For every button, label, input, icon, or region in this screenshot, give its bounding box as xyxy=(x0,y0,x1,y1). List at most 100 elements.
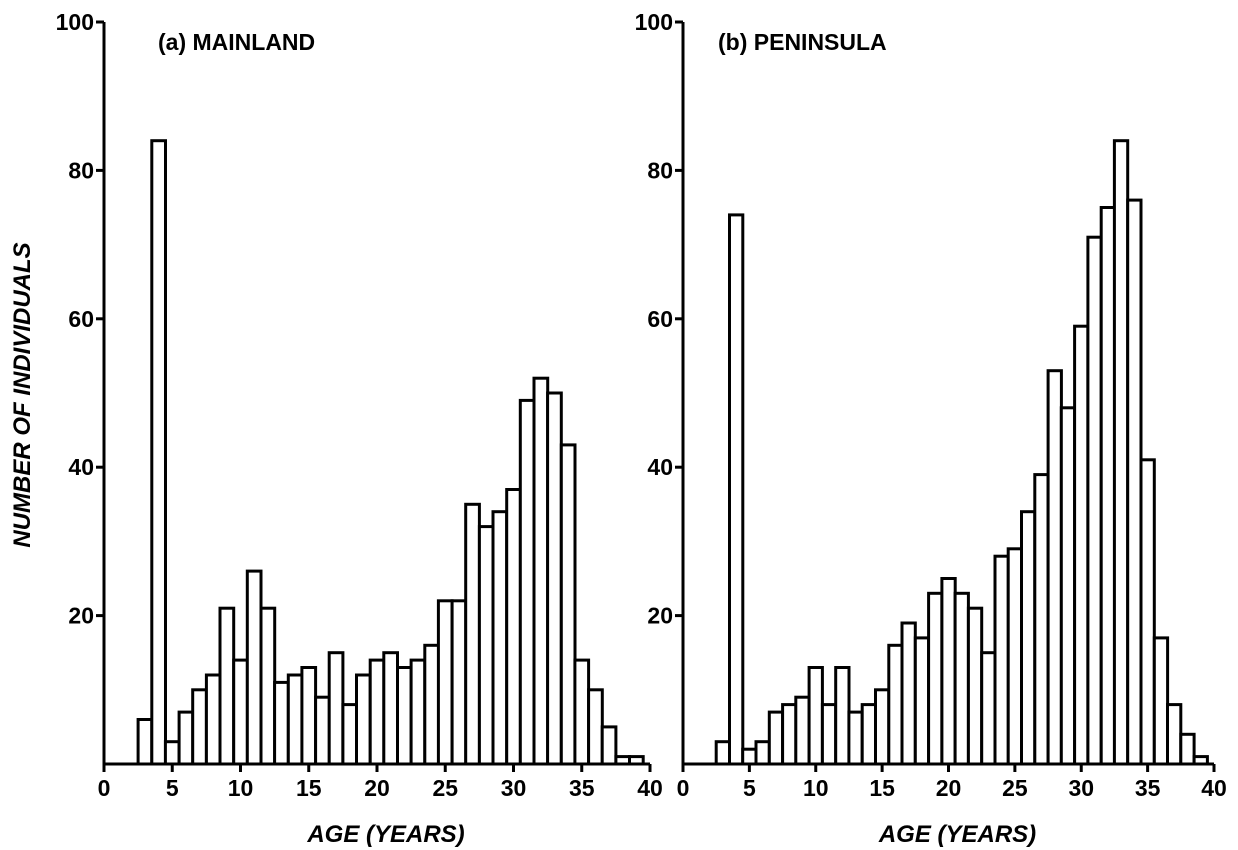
bar-age-25 xyxy=(1006,547,1024,766)
x-tick-label-35: 35 xyxy=(1135,775,1161,801)
bar-age-28 xyxy=(1046,369,1063,766)
bar-age-15 xyxy=(300,666,318,766)
bar-age-34 xyxy=(559,443,577,766)
x-tick-label-35: 35 xyxy=(569,775,595,801)
x-tick-label-5: 5 xyxy=(743,775,756,801)
bar-age-37 xyxy=(600,725,618,766)
bar-age-31 xyxy=(1086,235,1103,766)
bar-age-13 xyxy=(847,710,864,766)
y-tick-label-100: 100 xyxy=(635,9,673,35)
x-tick-label-25: 25 xyxy=(432,775,458,801)
x-tick-label-10: 10 xyxy=(803,775,829,801)
bar-age-27 xyxy=(1033,473,1050,766)
y-tick-label-60: 60 xyxy=(647,306,673,332)
bar-age-23 xyxy=(980,651,997,766)
bar-age-23 xyxy=(409,658,427,766)
y-tick-label-20: 20 xyxy=(68,603,94,629)
y-tick-label-80: 80 xyxy=(68,157,94,183)
bar-age-11 xyxy=(245,569,263,766)
bar-age-29 xyxy=(491,510,509,766)
bar-age-33 xyxy=(546,391,563,766)
panel-peninsula: 0 5 10 15 20 25 30 35 40 20 40 60 80 100 (b) PENINSULA… xyxy=(635,9,1227,848)
bar-age-13 xyxy=(273,680,290,766)
bar-age-26 xyxy=(450,599,468,766)
bar-age-11 xyxy=(820,703,838,766)
shared-y-axis-title: NUMBER OF INDIVIDUALS xyxy=(9,242,36,547)
bar-age-32 xyxy=(532,376,550,766)
x-tick-label-0: 0 xyxy=(98,775,111,801)
bar-age-25 xyxy=(436,599,454,766)
bar-age-35 xyxy=(1139,458,1156,766)
bar-age-34 xyxy=(1126,198,1143,766)
bar-age-12 xyxy=(259,606,277,766)
x-tick-label-30: 30 xyxy=(1068,775,1094,801)
bar-age-5 xyxy=(163,740,181,766)
x-tick-label-20: 20 xyxy=(936,775,962,801)
x-tick-label-40: 40 xyxy=(1201,775,1227,801)
bar-age-28 xyxy=(477,525,495,766)
bar-age-24 xyxy=(993,554,1010,766)
x-tick-label-15: 15 xyxy=(296,775,322,801)
bar-age-15 xyxy=(874,688,891,766)
bar-age-22 xyxy=(966,606,984,766)
y-tick-label-60: 60 xyxy=(68,306,94,332)
y-tick-label-80: 80 xyxy=(647,157,673,183)
bar-age-37 xyxy=(1166,703,1183,766)
bar-age-8 xyxy=(204,673,222,766)
bar-age-27 xyxy=(464,502,481,766)
bar-age-24 xyxy=(423,643,440,766)
bar-age-16 xyxy=(314,695,331,766)
bar-age-29 xyxy=(1059,406,1077,766)
bar-age-18 xyxy=(341,703,359,766)
x-tick-label-40: 40 xyxy=(637,775,663,801)
bar-age-14 xyxy=(860,703,878,766)
bar-age-21 xyxy=(953,591,970,766)
bar-age-4 xyxy=(150,139,168,766)
bar-age-38 xyxy=(1179,732,1196,766)
y-tick-label-40: 40 xyxy=(68,454,94,480)
bar-age-19 xyxy=(927,591,944,766)
bar-age-4 xyxy=(728,213,745,766)
bar-age-6 xyxy=(754,740,771,766)
bar-age-21 xyxy=(382,651,399,766)
bar-age-8 xyxy=(781,703,798,766)
bar-age-22 xyxy=(396,666,413,766)
x-axis-title: AGE (YEARS) xyxy=(878,821,1036,848)
y-tick-label-20: 20 xyxy=(647,603,673,629)
bar-age-35 xyxy=(573,658,591,766)
bar-age-20 xyxy=(368,658,386,766)
bar-age-16 xyxy=(887,643,904,766)
bar-age-36 xyxy=(1152,636,1170,766)
bar-age-18 xyxy=(913,636,931,766)
bar-age-33 xyxy=(1112,139,1130,766)
bar-age-9 xyxy=(218,606,236,766)
panel-mainland: 0 5 10 15 20 25 30 35 40 20 40 60 80 100 (a) MAINLAND A… xyxy=(56,9,663,848)
y-tick-label-40: 40 xyxy=(647,454,673,480)
bar-age-9 xyxy=(794,695,811,766)
panel-title: (b) PENINSULA xyxy=(718,29,887,55)
bar-age-14 xyxy=(286,673,304,766)
bar-age-10 xyxy=(807,666,824,766)
bar-age-12 xyxy=(834,666,851,766)
x-tick-label-30: 30 xyxy=(501,775,527,801)
bar-age-26 xyxy=(1020,510,1037,766)
bar-age-36 xyxy=(587,688,604,766)
x-axis-title: AGE (YEARS) xyxy=(306,821,464,848)
bar-age-5 xyxy=(741,747,758,766)
x-tick-label-20: 20 xyxy=(364,775,390,801)
bar-age-6 xyxy=(177,710,195,766)
y-tick-label-100: 100 xyxy=(56,9,94,35)
x-tick-label-15: 15 xyxy=(869,775,895,801)
panel-title: (a) MAINLAND xyxy=(158,29,315,55)
x-tick-label-10: 10 xyxy=(228,775,254,801)
bar-age-7 xyxy=(767,710,785,766)
bar-age-10 xyxy=(232,658,249,766)
bar-age-20 xyxy=(940,577,957,766)
x-tick-label-25: 25 xyxy=(1002,775,1028,801)
x-tick-label-5: 5 xyxy=(166,775,179,801)
bar-age-3 xyxy=(714,740,732,766)
x-tick-label-0: 0 xyxy=(677,775,690,801)
bar-age-30 xyxy=(1073,324,1090,766)
bar-age-30 xyxy=(505,488,522,766)
